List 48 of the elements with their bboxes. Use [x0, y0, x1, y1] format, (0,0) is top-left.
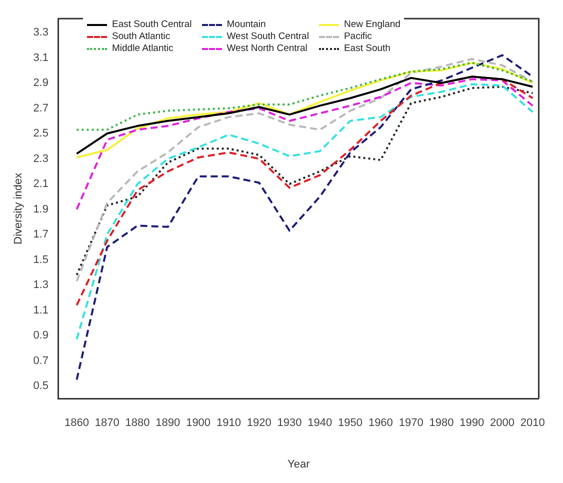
y-tick-label: 0.5 [33, 380, 48, 392]
line-series [76, 86, 534, 276]
legend-label: Middle Atlantic [112, 43, 174, 54]
x-tick-label: 2010 [520, 417, 545, 430]
x-tick-label: 1910 [216, 417, 241, 430]
x-tick-label: 1980 [429, 417, 454, 430]
line-series [76, 58, 534, 282]
legend-label: East South [344, 43, 390, 54]
x-tick-label: 1880 [125, 417, 150, 430]
x-tick-label: 1860 [64, 417, 89, 430]
legend-label: West North Central [226, 43, 308, 54]
line-series [76, 83, 534, 340]
legend-label: West South Central [226, 31, 309, 42]
x-axis-title: Year [288, 458, 310, 470]
x-tick-label: 1900 [186, 417, 211, 430]
line-series [76, 54, 534, 381]
legend-label: Pacific [344, 31, 372, 42]
y-tick-label: 3.3 [33, 26, 48, 39]
legend-label: East South Central [112, 19, 192, 30]
y-tick-label: 3.1 [33, 52, 48, 64]
legend-label: South Atlantic [112, 31, 170, 42]
y-tick-label: 2.3 [33, 152, 48, 165]
x-tick-label: 1970 [398, 417, 424, 430]
y-tick-label: 0.9 [33, 330, 48, 342]
x-tick-label: 1990 [460, 417, 484, 430]
y-tick-label: 2.5 [33, 128, 48, 140]
y-tick-label: 2.9 [33, 77, 48, 90]
y-tick-label: 1.3 [33, 279, 48, 292]
x-tick-label: 1870 [94, 417, 120, 430]
line-series [76, 62, 534, 131]
y-tick-label: 2.1 [33, 178, 48, 190]
x-tick-label: 1920 [246, 417, 272, 430]
line-series [76, 78, 534, 210]
y-tick-label: 2.7 [33, 102, 48, 114]
y-tick-label: 0.7 [33, 354, 48, 367]
y-tick-label: 1.7 [33, 228, 48, 241]
y-axis-title: Diversity index [12, 172, 25, 244]
x-tick-label: 1930 [277, 417, 302, 430]
x-tick-label: 2000 [490, 417, 515, 430]
y-tick-label: 1.9 [33, 203, 48, 216]
legend-label: Mountain [226, 19, 266, 30]
x-tick-label: 1940 [308, 417, 332, 430]
x-tick-label: 1950 [338, 417, 363, 430]
x-tick-label: 1890 [156, 417, 180, 430]
x-tick-label: 1960 [368, 417, 393, 430]
legend-label: New England [344, 19, 400, 30]
y-tick-label: 1.5 [33, 254, 48, 266]
y-tick-label: 1.1 [33, 304, 48, 316]
